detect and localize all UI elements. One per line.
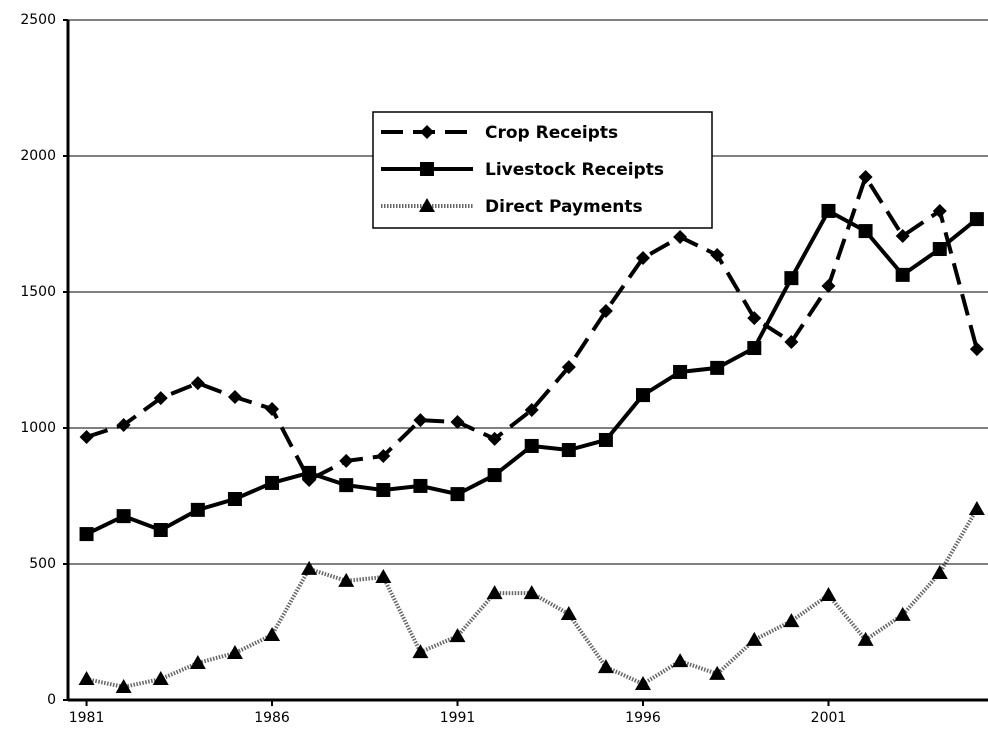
marker <box>673 230 688 245</box>
marker <box>709 665 726 680</box>
marker <box>487 431 502 446</box>
marker <box>375 569 392 584</box>
marker <box>115 678 132 693</box>
marker <box>449 628 466 643</box>
marker <box>420 125 434 139</box>
marker <box>784 271 799 286</box>
legend-label: Direct Payments <box>485 197 643 217</box>
marker <box>413 478 428 493</box>
marker <box>561 443 576 458</box>
legend-label: Crop Receipts <box>485 123 618 143</box>
marker <box>821 203 836 218</box>
marker <box>152 671 169 686</box>
marker <box>858 224 873 239</box>
marker <box>486 585 503 600</box>
x-tick-label: 1991 <box>440 710 476 726</box>
marker <box>450 415 465 430</box>
x-tick-label: 1986 <box>254 710 290 726</box>
marker <box>932 203 947 218</box>
marker <box>931 564 948 579</box>
marker <box>79 429 94 444</box>
marker <box>857 631 874 646</box>
marker <box>413 413 428 428</box>
marker <box>376 483 391 498</box>
marker <box>190 502 205 517</box>
series-line <box>85 208 979 536</box>
marker <box>376 449 391 464</box>
marker <box>339 478 354 493</box>
marker <box>710 248 725 263</box>
marker <box>598 432 613 447</box>
y-tick-label: 1500 <box>20 284 56 300</box>
marker <box>419 198 435 212</box>
marker <box>302 465 317 480</box>
marker <box>190 376 205 391</box>
marker <box>265 401 280 416</box>
marker <box>932 242 947 257</box>
marker <box>338 572 355 587</box>
marker <box>227 491 242 506</box>
marker <box>597 659 614 674</box>
marker <box>524 403 539 418</box>
marker <box>784 335 799 350</box>
marker <box>265 475 280 490</box>
marker <box>673 364 688 379</box>
marker <box>635 675 651 690</box>
marker <box>189 655 206 670</box>
y-tick-label: 2500 <box>20 12 56 28</box>
marker <box>78 671 95 686</box>
marker <box>450 487 465 502</box>
x-tick-label: 1996 <box>625 710 661 726</box>
marker <box>524 438 539 453</box>
marker <box>895 267 910 282</box>
marker <box>560 606 577 621</box>
legend-label: Livestock Receipts <box>485 160 664 180</box>
marker <box>116 509 131 524</box>
y-tick-label: 1000 <box>20 420 56 436</box>
marker <box>487 468 502 483</box>
marker <box>746 631 763 646</box>
marker <box>969 212 984 227</box>
marker <box>636 251 650 265</box>
marker <box>226 644 243 659</box>
marker <box>747 311 762 326</box>
marker <box>968 501 985 516</box>
x-tick-label: 2001 <box>811 710 847 726</box>
marker <box>420 162 434 176</box>
marker <box>301 560 318 575</box>
marker <box>412 644 429 659</box>
y-tick-label: 2000 <box>20 148 56 164</box>
marker <box>598 304 613 319</box>
y-tick-label: 500 <box>29 556 56 572</box>
marker <box>523 585 540 600</box>
x-tick-label: 1981 <box>69 710 105 726</box>
marker <box>153 523 168 537</box>
marker <box>339 453 354 468</box>
marker <box>636 388 650 403</box>
marker <box>672 653 689 668</box>
marker <box>79 527 94 542</box>
marker <box>747 341 762 356</box>
marker <box>783 613 800 628</box>
marker <box>821 279 836 294</box>
marker <box>820 587 837 602</box>
marker <box>858 169 873 184</box>
legend: Crop Receipts Livestock Receipts Direct Pa… <box>372 111 713 229</box>
marker <box>969 342 984 357</box>
y-tick-label: 0 <box>47 692 56 708</box>
marker <box>561 360 576 375</box>
marker <box>227 389 242 404</box>
marker <box>116 418 131 433</box>
marker <box>710 360 725 375</box>
marker <box>894 606 911 621</box>
marker <box>264 626 281 641</box>
marker <box>895 228 910 243</box>
marker <box>153 391 168 406</box>
